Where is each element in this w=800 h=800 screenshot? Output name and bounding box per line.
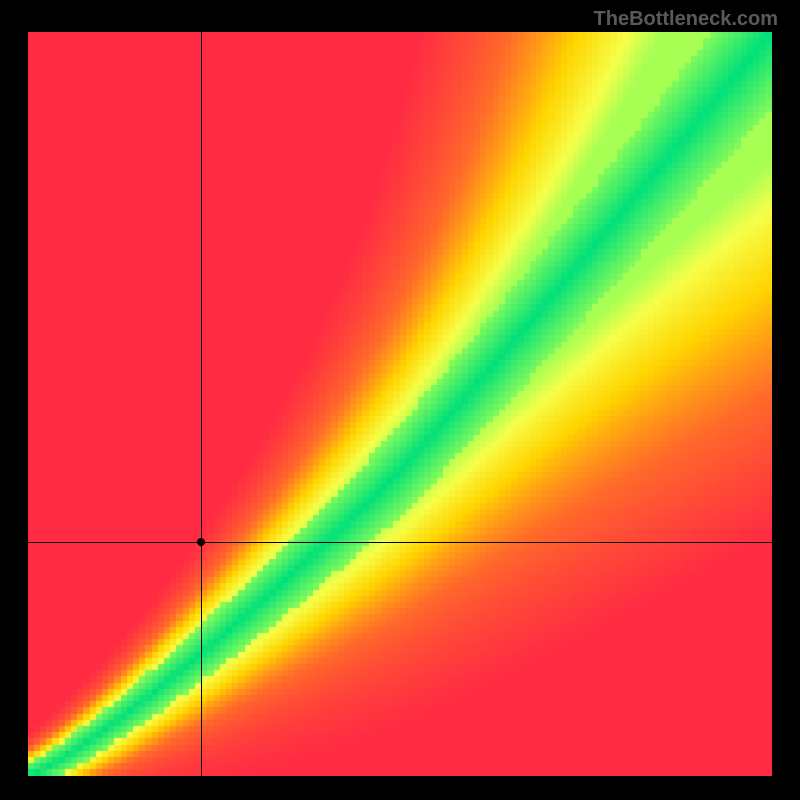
plot-area — [28, 32, 772, 776]
bottleneck-heatmap — [28, 32, 772, 776]
chart-container: { "watermark": { "text": "TheBottleneck.… — [0, 0, 800, 800]
watermark-label: TheBottleneck.com — [594, 8, 778, 31]
crosshair-horizontal — [28, 542, 772, 543]
reference-point-dot — [197, 538, 205, 546]
crosshair-vertical — [201, 32, 202, 776]
